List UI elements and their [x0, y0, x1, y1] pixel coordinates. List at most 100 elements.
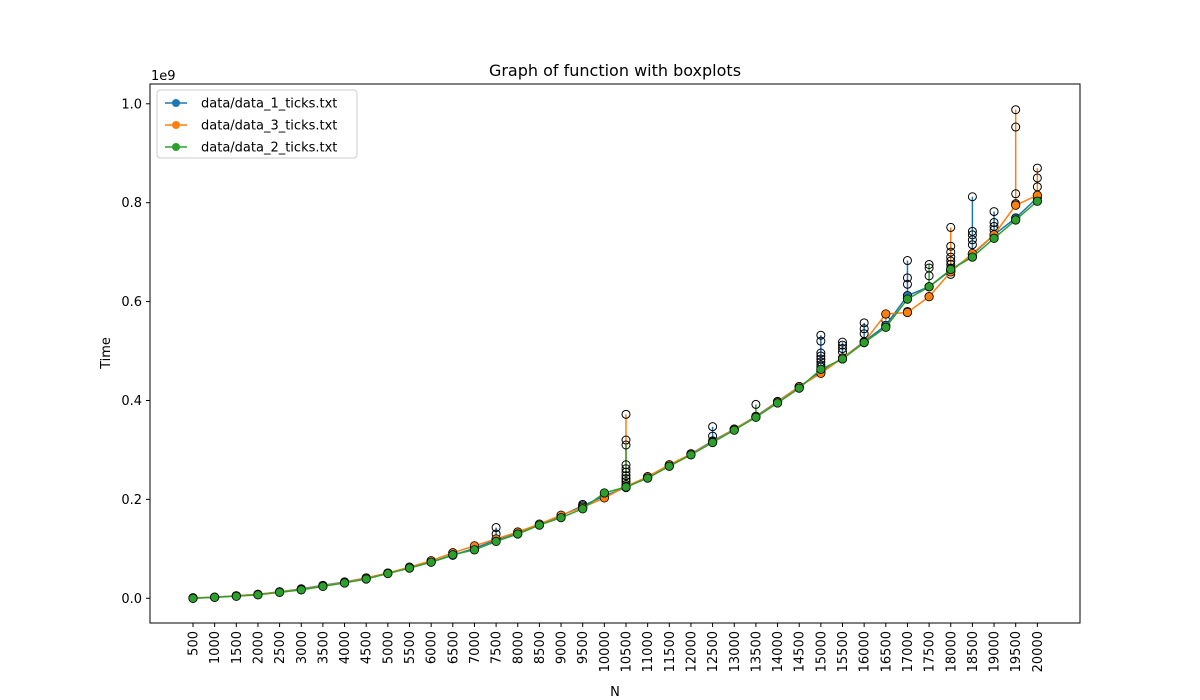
series-line [192, 200, 1038, 600]
x-tick-label: 10000 [598, 631, 613, 672]
box-marker [621, 482, 631, 492]
outlier-marker [816, 348, 826, 358]
x-tick-label: 11500 [663, 631, 678, 672]
box-marker [296, 585, 306, 595]
outlier-marker [621, 467, 631, 477]
outlier-marker [902, 273, 912, 283]
box-marker [816, 364, 826, 374]
outlier-marker [967, 240, 977, 250]
x-tick-label: 17500 [923, 631, 938, 672]
box-marker [881, 309, 891, 319]
box-marker [902, 307, 913, 318]
outlier-marker [816, 351, 826, 361]
box-marker [188, 593, 198, 603]
outlier-marker [859, 318, 869, 328]
outlier-marker [838, 337, 847, 347]
x-tick-label: 4000 [338, 631, 353, 664]
x-tick-label: 9500 [576, 631, 591, 664]
legend-marker [172, 143, 180, 151]
box-marker [491, 536, 501, 547]
box-marker [664, 461, 674, 471]
x-tick-label: 7500 [490, 631, 505, 664]
box-marker [578, 504, 588, 514]
outlier-marker [708, 422, 718, 432]
outlier-marker [621, 409, 631, 419]
x-tick-label: 8000 [511, 631, 526, 664]
box-marker [210, 592, 220, 602]
box-marker [513, 529, 523, 539]
outlier-marker [946, 252, 956, 262]
y-axis-label: Time [99, 337, 114, 370]
x-tick-label: 8500 [533, 631, 548, 664]
x-tick-label: 6500 [446, 631, 461, 664]
axes-frame [149, 83, 1081, 624]
y-tick-label: 0.0 [121, 592, 142, 607]
x-tick-label: 13000 [728, 631, 743, 672]
box-marker [274, 587, 285, 597]
y-tick-label: 1.0 [121, 97, 142, 112]
box-marker [707, 437, 718, 448]
outlier-marker [751, 399, 761, 409]
box-marker [253, 590, 263, 600]
x-tick-label: 14000 [771, 631, 786, 672]
x-tick-label: 18000 [944, 631, 959, 672]
legend-marker [172, 121, 180, 129]
box-marker [794, 383, 804, 393]
box-marker [751, 412, 761, 422]
box-marker [881, 322, 891, 332]
outlier-marker [816, 330, 826, 340]
x-tick-label: 15000 [814, 631, 829, 672]
outlier-marker [1032, 163, 1042, 173]
x-tick-label: 14500 [793, 631, 808, 672]
plot-area [188, 105, 1042, 603]
outlier-marker [946, 247, 956, 257]
legend-label: data/data_1_ticks.txt [201, 97, 337, 112]
outlier-marker [621, 435, 631, 445]
outlier-marker [621, 440, 631, 450]
outlier-marker [621, 460, 631, 470]
box-marker [1032, 196, 1042, 206]
outlier-marker [621, 464, 631, 474]
x-axis-label: N [610, 685, 620, 700]
x-tick-label: 3500 [316, 631, 331, 664]
y-tick-label: 0.4 [121, 394, 142, 409]
x-tick-label: 17000 [901, 631, 916, 672]
box-marker [318, 581, 328, 592]
box-marker [599, 488, 609, 498]
box-marker [231, 591, 241, 601]
x-tick-label: 20000 [1031, 631, 1046, 672]
x-tick-label: 4500 [360, 631, 375, 664]
box-marker [426, 557, 436, 567]
y-tick-label: 0.2 [121, 493, 142, 508]
box-marker [1011, 200, 1021, 210]
outlier-marker [989, 207, 999, 217]
x-tick-label: 7000 [468, 631, 483, 664]
outlier-marker [621, 471, 631, 481]
x-tick-label: 19000 [988, 631, 1003, 672]
outlier-marker [924, 271, 934, 281]
box-marker [837, 354, 848, 364]
outlier-marker [1011, 189, 1021, 199]
x-tick-label: 12500 [706, 631, 721, 672]
outlier-marker [816, 336, 826, 346]
outlier-marker [1011, 105, 1021, 115]
box-marker [361, 574, 371, 584]
x-tick-label: 15500 [836, 631, 851, 672]
outlier-marker [967, 235, 977, 245]
x-tick-label: 1500 [230, 631, 245, 664]
box-marker [729, 425, 739, 435]
x-tick-label: 500 [187, 631, 202, 656]
box-marker [556, 513, 566, 523]
outlier-marker [946, 222, 956, 232]
legend-label: data/data_3_ticks.txt [201, 119, 337, 134]
outlier-marker [902, 279, 912, 289]
chart-title: Graph of function with boxplots [489, 61, 741, 80]
box-marker [404, 563, 415, 573]
box-marker [534, 520, 545, 530]
outlier-marker [989, 217, 999, 227]
box-marker [989, 233, 999, 243]
x-tick-label: 1000 [208, 631, 223, 664]
outlier-marker [967, 230, 977, 240]
outlier-marker [924, 259, 934, 269]
